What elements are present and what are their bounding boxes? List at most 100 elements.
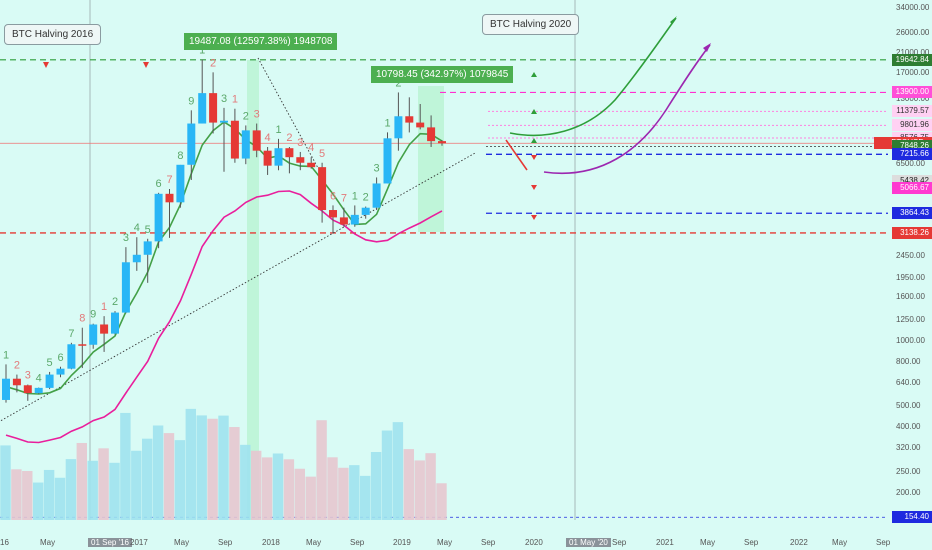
volume-bar bbox=[414, 460, 425, 520]
sell-signal-icon bbox=[43, 62, 49, 68]
candle-body[interactable] bbox=[12, 378, 21, 386]
td-count-label: 6 bbox=[156, 178, 162, 190]
price-level-tag[interactable]: 7215.66 bbox=[892, 148, 932, 161]
candle-body[interactable] bbox=[307, 162, 316, 168]
candle-body[interactable] bbox=[220, 120, 228, 123]
price-tick-label: 1000.00 bbox=[896, 335, 925, 345]
price-level-tag[interactable]: 154.40 bbox=[892, 511, 932, 524]
candle-body[interactable] bbox=[56, 368, 65, 375]
candle-body[interactable] bbox=[427, 127, 436, 142]
candle-body[interactable] bbox=[111, 312, 119, 334]
candle-body[interactable] bbox=[329, 210, 337, 218]
volume-bar bbox=[152, 425, 164, 520]
candle-body[interactable] bbox=[274, 148, 283, 166]
candle-body[interactable] bbox=[176, 164, 185, 203]
candle-body[interactable] bbox=[318, 167, 327, 211]
price-level-tag[interactable]: 9801.96 bbox=[892, 119, 932, 132]
candle-body[interactable] bbox=[89, 324, 98, 345]
candle-body[interactable] bbox=[416, 122, 425, 128]
halving-2020-callout[interactable]: BTC Halving 2020 bbox=[482, 14, 580, 35]
volume-bar bbox=[43, 469, 55, 520]
candle-body[interactable] bbox=[383, 138, 392, 184]
td-count-label: 3 bbox=[123, 232, 129, 244]
price-tick-label: 1250.00 bbox=[896, 314, 925, 324]
rally-2019-measure[interactable]: 10798.45 (342.97%) 1079845 bbox=[371, 66, 514, 83]
candle-body[interactable] bbox=[187, 123, 196, 165]
volume-bar bbox=[272, 453, 284, 520]
candle-body[interactable] bbox=[241, 130, 250, 159]
td-count-label: 2 bbox=[286, 132, 292, 144]
candle-body[interactable] bbox=[394, 116, 403, 139]
volume-bar bbox=[196, 415, 207, 520]
time-tick-label: Sep bbox=[481, 538, 496, 547]
candle-body[interactable] bbox=[252, 130, 261, 151]
halving-2016-callout[interactable]: BTC Halving 2016 bbox=[4, 24, 102, 45]
td-count-label: 7 bbox=[68, 328, 74, 340]
price-tick-label: 1950.00 bbox=[896, 272, 925, 282]
candle-body[interactable] bbox=[143, 241, 152, 255]
volume-bar bbox=[381, 430, 393, 520]
candle-body[interactable] bbox=[165, 193, 174, 203]
volume-bar bbox=[229, 427, 240, 520]
time-tick-label: May bbox=[306, 538, 322, 547]
td-count-label: 1 bbox=[199, 45, 205, 57]
time-tick-label: Sep bbox=[350, 538, 365, 547]
price-level-tag[interactable]: 13900.00 bbox=[892, 86, 932, 99]
rally-2019-label: 10798.45 (342.97%) 1079845 bbox=[376, 69, 509, 80]
td-count-label: 1 bbox=[232, 94, 238, 106]
volume-bar bbox=[163, 433, 175, 520]
td-count-label: 2 bbox=[395, 77, 401, 89]
time-tick-label: 16 bbox=[0, 538, 9, 547]
td-count-label: 2 bbox=[210, 57, 216, 69]
candle-body[interactable] bbox=[339, 217, 348, 225]
price-level-tag[interactable]: 3864.43 bbox=[892, 207, 932, 220]
candle-body[interactable] bbox=[34, 387, 43, 394]
time-tick-label: 2017 bbox=[130, 538, 148, 547]
signal-arrow-icon bbox=[531, 155, 537, 160]
candle-body[interactable] bbox=[67, 344, 76, 369]
candle-body[interactable] bbox=[78, 344, 87, 346]
td-count-label: 7 bbox=[341, 193, 347, 205]
candle-body[interactable] bbox=[350, 214, 359, 225]
projection-green-arrowhead bbox=[670, 16, 677, 24]
price-level-tag[interactable]: 5066.67 bbox=[892, 181, 932, 194]
signal-arrow-icon bbox=[531, 138, 537, 143]
candle-body[interactable] bbox=[438, 141, 446, 144]
candle-body[interactable] bbox=[45, 374, 54, 388]
price-level-tag[interactable]: 11379.57 bbox=[892, 105, 932, 118]
candle-body[interactable] bbox=[2, 378, 10, 400]
candle-body[interactable] bbox=[23, 385, 32, 394]
td-count-label: 3 bbox=[25, 370, 31, 382]
candle-body[interactable] bbox=[132, 254, 141, 263]
td-count-label: 5 bbox=[145, 224, 151, 236]
candle-body[interactable] bbox=[372, 183, 381, 208]
td-count-label: 4 bbox=[36, 373, 42, 385]
candle-body[interactable] bbox=[296, 157, 305, 163]
volume-bar bbox=[251, 450, 262, 520]
candle-body[interactable] bbox=[209, 93, 218, 123]
candle-body[interactable] bbox=[198, 93, 207, 124]
candle-body[interactable] bbox=[285, 148, 294, 158]
volume-bar bbox=[436, 483, 447, 520]
time-tick-label: May bbox=[174, 538, 190, 547]
time-tick-label: Sep bbox=[612, 538, 627, 547]
price-level-tag[interactable]: 19642.84 bbox=[892, 53, 932, 66]
td-count-label: 3 bbox=[297, 137, 303, 149]
price-level-tag[interactable]: 3138.26 bbox=[892, 226, 932, 239]
candle-body[interactable] bbox=[121, 262, 130, 313]
signal-arrow-icon bbox=[531, 72, 537, 77]
td-count-label: 4 bbox=[265, 132, 271, 144]
candle-body[interactable] bbox=[100, 324, 109, 334]
candle-body[interactable] bbox=[154, 193, 163, 242]
candle-body[interactable] bbox=[405, 116, 414, 123]
halving-2016-label: BTC Halving 2016 bbox=[12, 29, 94, 40]
td-count-label: 4 bbox=[134, 222, 140, 234]
volume-bar bbox=[207, 418, 218, 520]
rally-2017-measure[interactable]: 19487.08 (12597.38%) 1948708 bbox=[184, 33, 338, 50]
candle-body[interactable] bbox=[263, 150, 272, 166]
candle-body[interactable] bbox=[230, 120, 239, 159]
volume-bar bbox=[403, 449, 414, 520]
price-tick-label: 2450.00 bbox=[896, 251, 925, 261]
candle-body[interactable] bbox=[361, 207, 370, 215]
